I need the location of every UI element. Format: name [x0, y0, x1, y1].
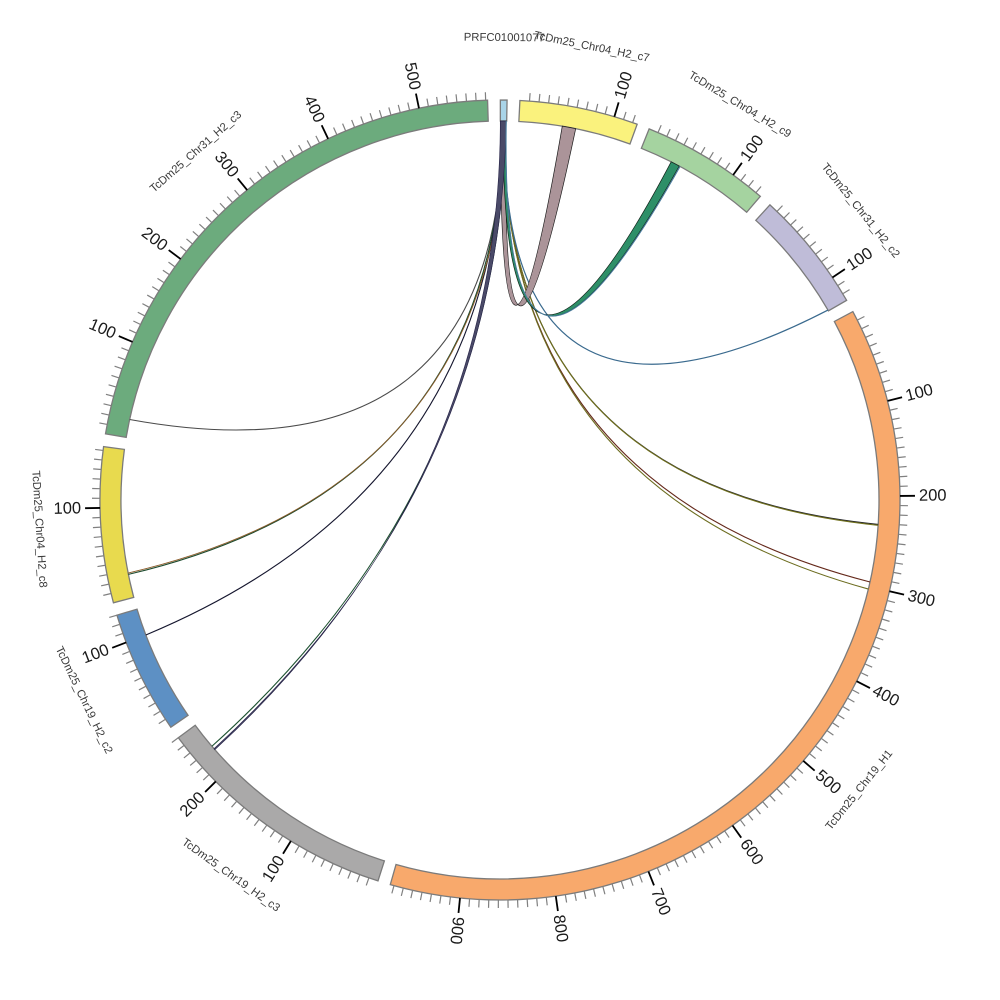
- svg-text:500: 500: [401, 61, 424, 92]
- svg-text:PRFC01001077: PRFC01001077: [464, 32, 545, 45]
- svg-text:100: 100: [53, 499, 81, 518]
- svg-text:900: 900: [446, 916, 467, 945]
- svg-text:800: 800: [550, 914, 572, 944]
- svg-text:200: 200: [919, 486, 947, 504]
- svg-text:300: 300: [906, 587, 937, 611]
